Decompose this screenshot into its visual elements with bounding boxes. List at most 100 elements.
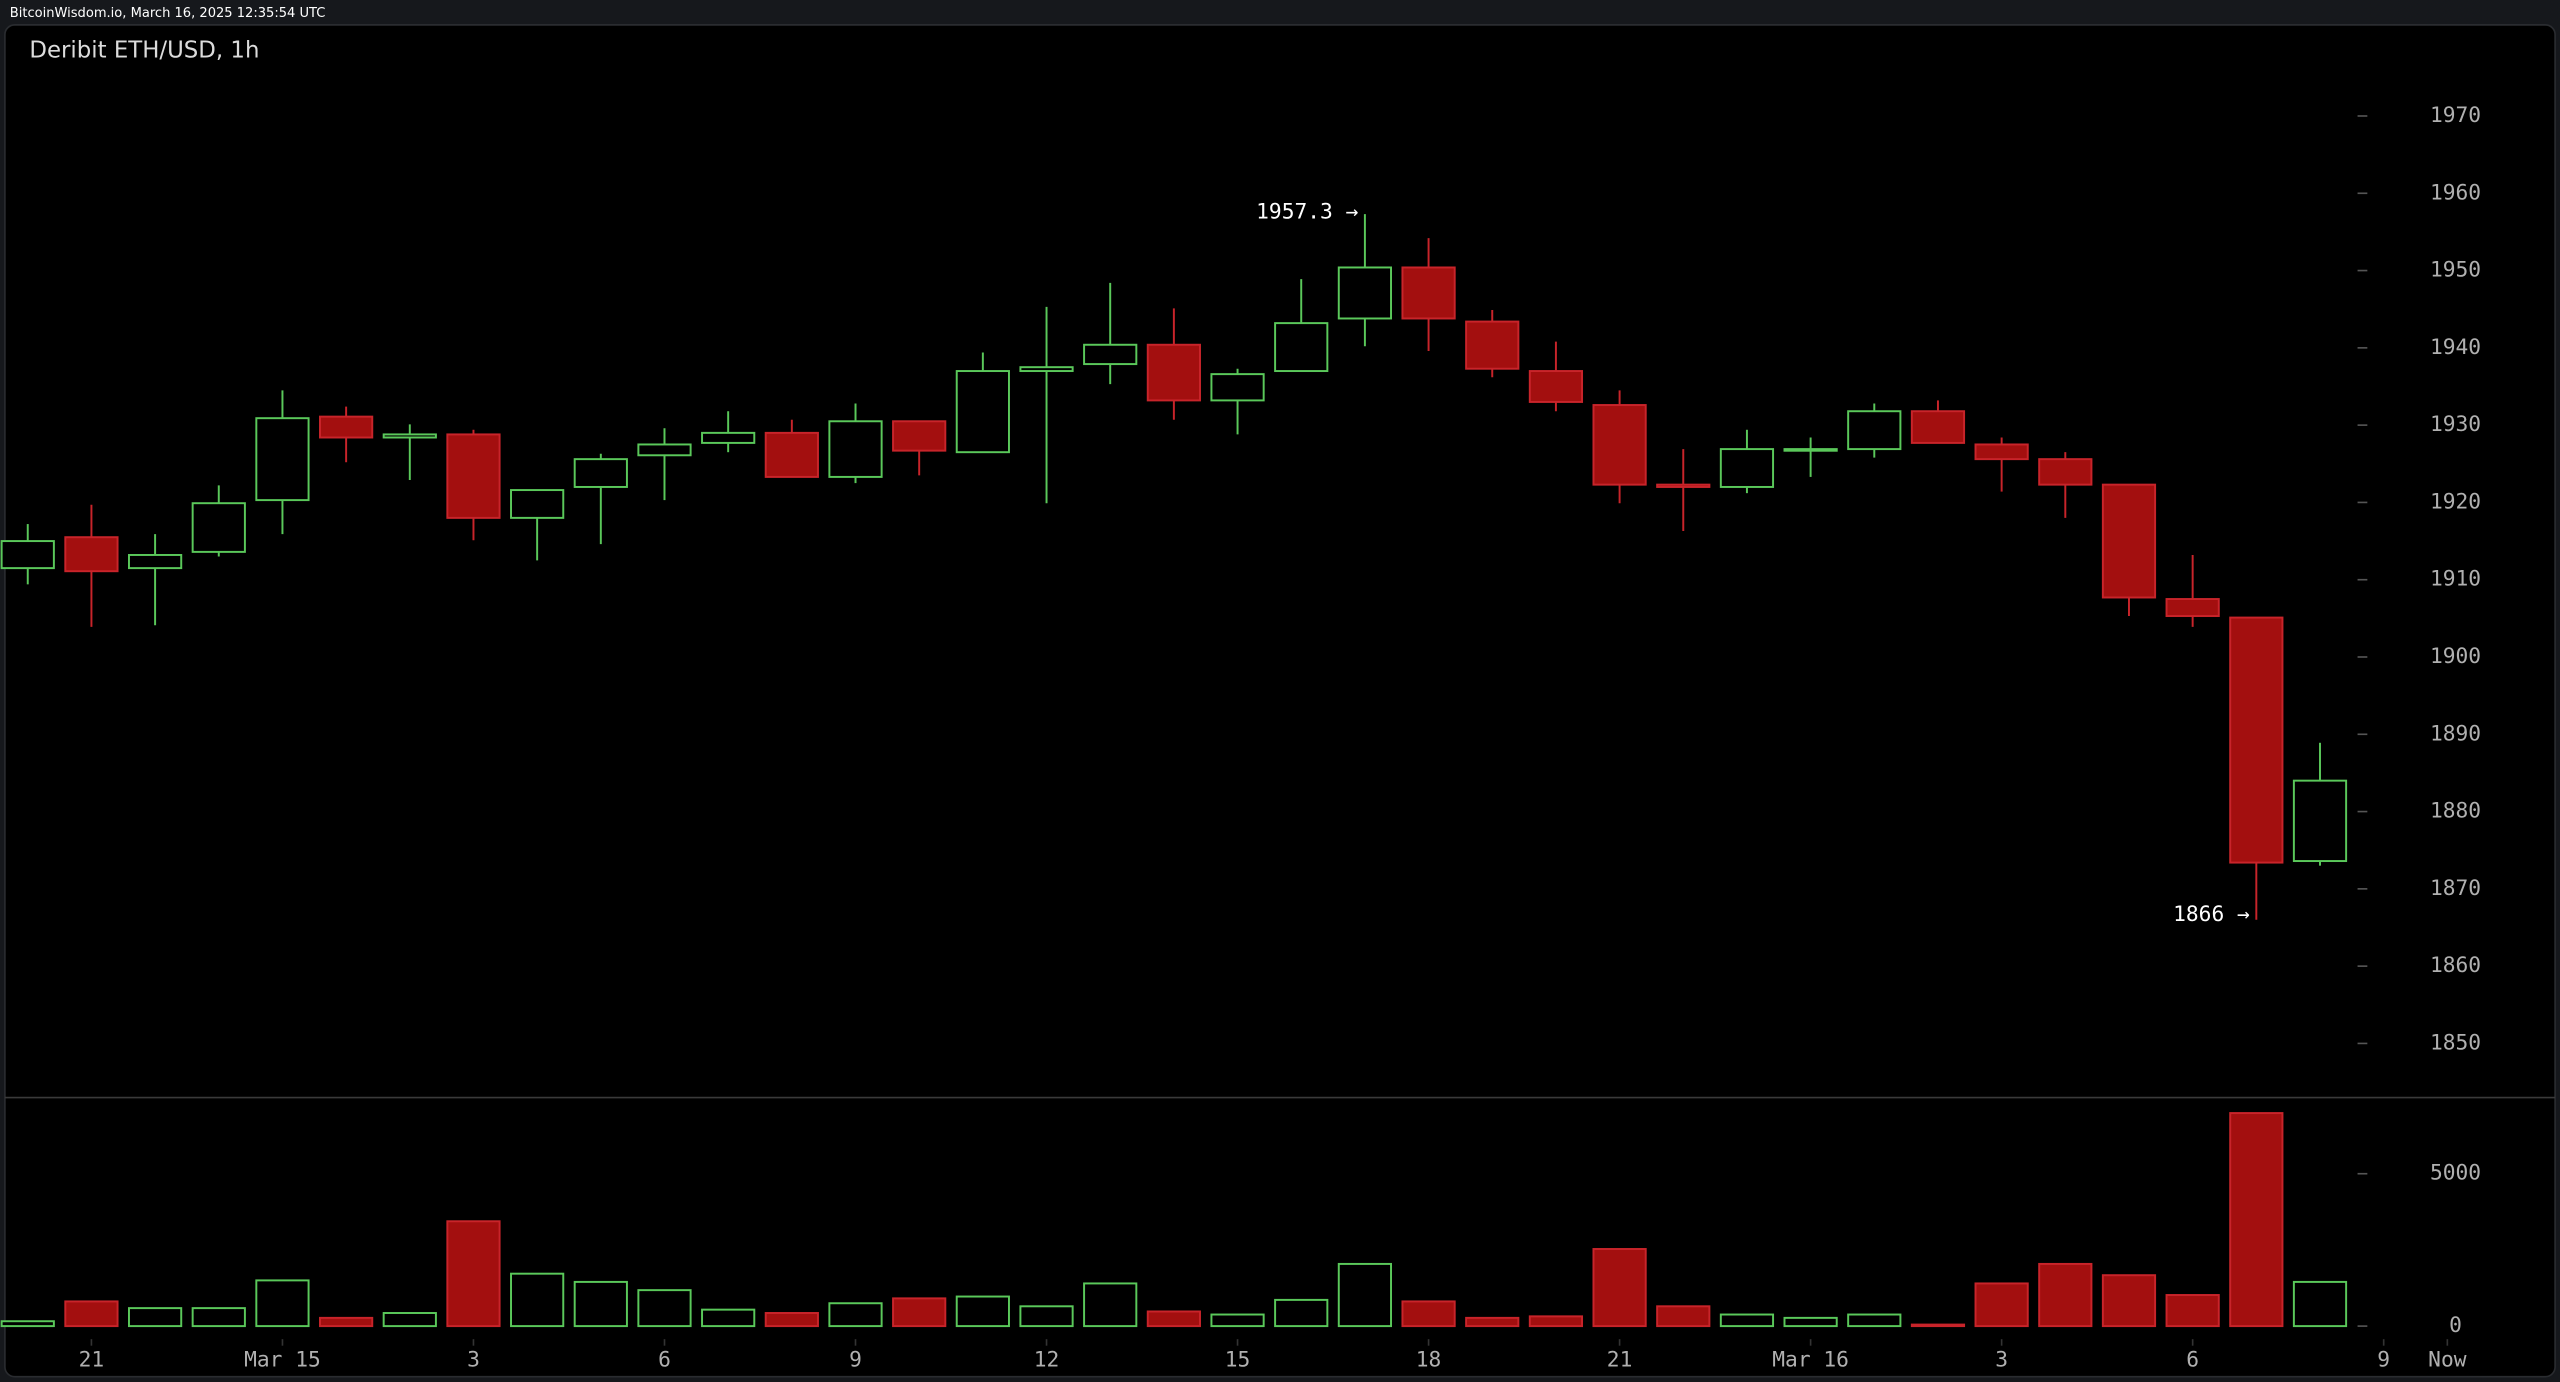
volume-bar: [1083, 1282, 1138, 1328]
volume-bar: [1974, 1282, 2029, 1328]
x-tick-label: 12: [1034, 1347, 1060, 1372]
volume-bar: [0, 1320, 55, 1328]
candle-body: [2292, 779, 2348, 863]
candle-body: [1274, 322, 1329, 373]
candle-body: [1592, 404, 1647, 486]
candle-body: [510, 489, 565, 519]
candle-body: [1528, 370, 1584, 403]
candle-body: [1401, 266, 1456, 320]
candle-body: [955, 370, 1010, 454]
x-tick-label: 21: [79, 1347, 105, 1372]
x-tick-label: 6: [2186, 1347, 2199, 1372]
y-tick-label: 1940: [2430, 335, 2481, 360]
candle-body: [2101, 483, 2157, 599]
volume-bar: [446, 1220, 501, 1328]
chart-title: Deribit ETH/USD, 1h: [29, 38, 259, 64]
volume-tick-label: 0: [2449, 1313, 2462, 1338]
candle-body: [1719, 448, 1775, 488]
volume-bar: [1465, 1316, 1520, 1328]
candle-body: [1910, 410, 1966, 444]
y-tick-label: 1920: [2430, 489, 2481, 514]
candle-body: [446, 433, 501, 519]
candle-body: [1656, 483, 1711, 488]
volume-bar: [764, 1312, 819, 1328]
candle-body: [1783, 448, 1838, 452]
candle-body: [382, 433, 437, 439]
x-tick-label: 3: [467, 1347, 480, 1372]
candle-body: [2038, 458, 2093, 486]
header: BitcoinWisdom.io, March 16, 2025 12:35:5…: [10, 6, 326, 21]
volume-bar: [1783, 1316, 1838, 1328]
volume-bar: [1847, 1313, 1902, 1328]
candle-body: [1019, 366, 1074, 373]
volume-bar: [1656, 1305, 1711, 1328]
candle-body: [1465, 320, 1520, 370]
volume-bar: [382, 1312, 437, 1328]
x-tick-label: Mar 16: [1772, 1347, 1849, 1372]
candle-body: [2229, 616, 2284, 864]
x-tick-label: 6: [658, 1347, 671, 1372]
x-tick-label: Mar 15: [244, 1347, 321, 1372]
y-tick-label: 1970: [2430, 103, 2481, 128]
candle-body: [1337, 266, 1392, 320]
candle-body: [1847, 410, 1902, 451]
candle-body: [2165, 598, 2220, 618]
volume-bar: [128, 1307, 183, 1328]
y-tick-label: 1960: [2430, 180, 2481, 205]
candle-body: [191, 502, 246, 553]
volume-tick-label: 5000: [2430, 1161, 2481, 1186]
volume-bar: [510, 1272, 565, 1328]
volume-bar: [701, 1308, 756, 1328]
y-tick-label: 1950: [2430, 258, 2481, 283]
volume-bar: [2292, 1280, 2348, 1328]
y-tick-label: 1860: [2430, 953, 2481, 978]
volume-bar: [1528, 1315, 1584, 1328]
low-annotation: 1866 →: [2173, 902, 2250, 927]
volume-bar: [1401, 1300, 1456, 1328]
volume-bar: [319, 1316, 374, 1328]
volume-bar: [892, 1297, 947, 1328]
volume-bar: [1337, 1262, 1392, 1328]
y-tick-label: 1900: [2430, 644, 2481, 669]
candle-body: [128, 553, 183, 570]
y-tick-label: 1870: [2430, 876, 2481, 901]
candle-body: [892, 420, 947, 452]
volume-bar: [1910, 1323, 1966, 1328]
volume-bar: [1210, 1313, 1265, 1328]
volume-bar: [255, 1279, 310, 1328]
x-tick-label: Now: [2428, 1347, 2467, 1372]
candle-body: [701, 431, 756, 444]
volume-bar: [2165, 1294, 2220, 1328]
candle-body: [319, 415, 374, 439]
x-tick-label: 18: [1416, 1347, 1442, 1372]
x-tick-label: 21: [1607, 1347, 1633, 1372]
volume-bar: [1592, 1248, 1647, 1328]
volume-bar: [2229, 1112, 2284, 1328]
x-tick-label: 9: [2377, 1347, 2390, 1372]
volume-bar: [1719, 1313, 1775, 1328]
x-tick-label: 3: [1995, 1347, 2008, 1372]
chart-panel: [4, 24, 2556, 1378]
y-tick-label: 1850: [2430, 1030, 2481, 1055]
volume-bar: [828, 1302, 883, 1328]
candle-body: [64, 536, 119, 573]
high-annotation: 1957.3 →: [1256, 200, 1358, 225]
volume-bar: [955, 1295, 1010, 1328]
volume-bar: [64, 1300, 119, 1328]
candle-body: [1083, 343, 1138, 366]
volume-bar: [2038, 1262, 2093, 1328]
candle-body: [255, 417, 310, 502]
y-tick-label: 1890: [2430, 721, 2481, 746]
volume-bar: [1019, 1305, 1074, 1328]
candle-body: [764, 431, 819, 478]
y-tick-label: 1880: [2430, 799, 2481, 824]
volume-bar: [637, 1289, 692, 1328]
candle-body: [1210, 373, 1265, 402]
candle-body: [0, 540, 55, 570]
volume-bar: [1274, 1298, 1329, 1328]
candle-body: [573, 458, 628, 488]
volume-bar: [191, 1307, 246, 1328]
volume-bar: [573, 1280, 628, 1328]
